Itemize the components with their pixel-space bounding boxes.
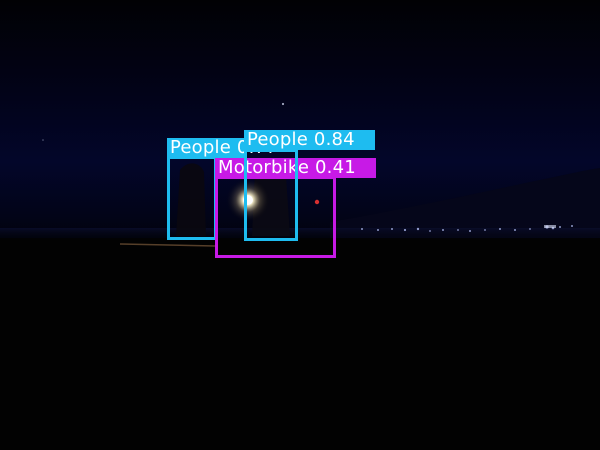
people-label: People 0.84 — [244, 130, 375, 150]
tail-light — [314, 199, 320, 205]
people-bounding-box — [244, 149, 298, 241]
star — [42, 139, 44, 141]
motorbike-label-text: Motorbike 0.41 — [218, 157, 356, 178]
road-light-streak — [119, 243, 216, 247]
star — [281, 102, 285, 106]
people-label-text: People 0.84 — [247, 129, 355, 150]
rider-silhouette — [252, 163, 290, 236]
people-label: People 0.7? — [167, 138, 276, 158]
person-silhouette — [176, 163, 206, 236]
people-bounding-box — [167, 156, 217, 240]
ground — [0, 238, 600, 450]
hill-silhouette — [330, 168, 600, 240]
